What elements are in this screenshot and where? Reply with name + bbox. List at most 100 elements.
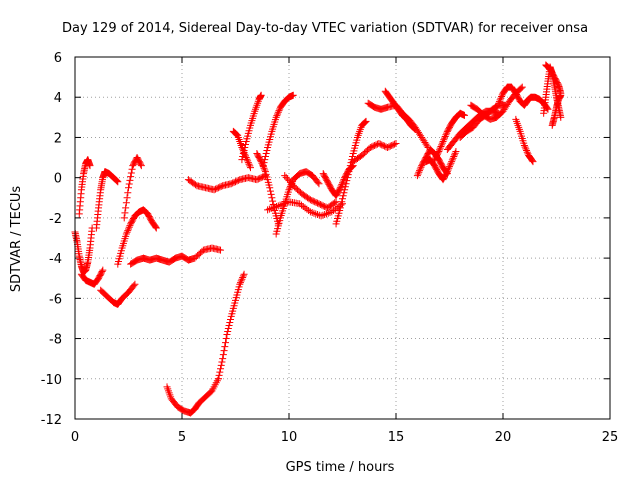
x-tick-label: 25 — [602, 430, 619, 445]
data-point — [361, 118, 369, 126]
data-point — [440, 136, 448, 144]
y-tick-label: -8 — [49, 333, 62, 348]
data-point — [245, 160, 253, 168]
data-point — [312, 210, 320, 218]
data-point — [122, 230, 130, 238]
data-point — [366, 144, 374, 151]
data-point — [306, 208, 314, 216]
data-point — [446, 163, 453, 171]
data-point — [311, 198, 319, 206]
data-point — [520, 141, 528, 149]
series-arc-36 — [548, 91, 565, 129]
data-point — [216, 368, 224, 376]
data-point — [450, 153, 458, 161]
data-point — [518, 83, 526, 91]
data-point — [246, 162, 254, 170]
data-point — [331, 205, 339, 213]
data-point — [423, 142, 431, 150]
series-arc-32 — [512, 115, 537, 166]
data-point — [224, 328, 232, 336]
data-point — [230, 178, 238, 186]
data-point — [443, 169, 451, 177]
data-point — [379, 141, 387, 149]
data-point — [340, 189, 348, 197]
data-point — [239, 274, 247, 282]
data-point — [86, 162, 94, 170]
data-point — [449, 154, 457, 162]
series-arc-26 — [422, 148, 460, 184]
data-point — [122, 199, 130, 207]
data-point — [439, 137, 447, 145]
data-point — [522, 145, 530, 153]
data-point — [227, 315, 235, 323]
data-point — [415, 168, 423, 176]
grid-lines — [75, 57, 610, 419]
data-point — [125, 223, 133, 231]
y-tick-label: -2 — [49, 212, 62, 227]
data-point — [330, 207, 338, 215]
data-point — [273, 112, 281, 120]
data-point — [557, 113, 565, 121]
data-point — [128, 165, 136, 173]
y-tick-label: 6 — [54, 51, 62, 66]
data-point — [240, 270, 248, 278]
x-tick-label: 0 — [71, 430, 79, 445]
series-arc-15 — [259, 91, 297, 170]
data-point — [281, 199, 289, 207]
data-point — [263, 147, 271, 155]
series-arc-11 — [214, 270, 248, 383]
data-point — [517, 84, 525, 92]
data-point — [339, 195, 346, 203]
data-point — [127, 173, 135, 181]
data-point — [445, 164, 453, 172]
x-tick-label: 15 — [388, 430, 405, 445]
data-point — [271, 203, 279, 211]
data-point — [544, 105, 552, 113]
data-point — [239, 272, 247, 280]
data-point — [217, 182, 225, 190]
data-point — [346, 162, 354, 170]
data-point — [305, 195, 313, 203]
data-point — [391, 140, 399, 148]
data-point — [411, 125, 419, 133]
data-point — [450, 151, 458, 159]
data-point — [326, 209, 334, 217]
data-point — [328, 208, 336, 216]
data-point — [99, 266, 107, 274]
series-arc-03 — [77, 266, 107, 288]
data-point — [437, 142, 445, 150]
data-point — [523, 148, 531, 156]
data-point — [236, 280, 244, 288]
data-point — [386, 142, 394, 150]
data-point — [222, 335, 230, 343]
data-point — [226, 318, 234, 326]
data-point — [254, 175, 262, 183]
data-point — [338, 180, 346, 188]
data-point — [227, 180, 235, 188]
data-point — [324, 209, 332, 217]
data-point — [219, 351, 227, 359]
data-point — [343, 174, 351, 182]
data-point — [130, 282, 138, 290]
y-tick-label: -12 — [41, 413, 62, 428]
data-point — [336, 185, 344, 193]
data-point — [242, 154, 250, 162]
data-point — [239, 153, 247, 161]
data-point — [261, 166, 269, 174]
data-point — [219, 355, 227, 363]
data-point — [441, 132, 449, 140]
data-point — [436, 144, 444, 152]
data-point — [286, 184, 294, 192]
data-point — [214, 184, 222, 192]
data-points — [71, 61, 565, 417]
data-point — [223, 331, 231, 339]
data-point — [152, 223, 160, 231]
data-point — [417, 163, 425, 171]
data-point — [521, 143, 529, 151]
data-point — [257, 158, 265, 166]
data-point — [127, 169, 135, 177]
data-point — [237, 277, 245, 285]
x-axis-label: GPS time / hours — [286, 460, 395, 475]
data-point — [238, 275, 246, 283]
data-point — [269, 204, 277, 212]
